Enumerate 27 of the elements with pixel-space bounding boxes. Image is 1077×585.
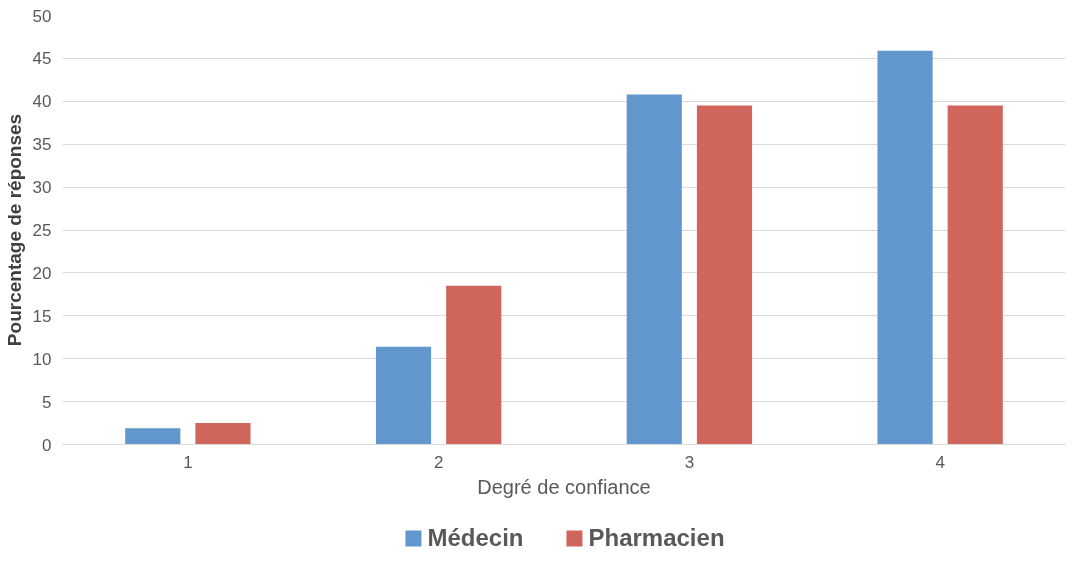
y-tick-label: 40 bbox=[32, 92, 52, 112]
y-tick-label: 15 bbox=[32, 306, 52, 326]
x-tick-label: 1 bbox=[183, 452, 193, 472]
legend-label: Médecin bbox=[427, 523, 524, 552]
y-tick-label: 30 bbox=[32, 178, 52, 198]
x-axis-title: Degré de confiance bbox=[477, 475, 651, 498]
y-tick-label: 50 bbox=[32, 6, 52, 26]
y-tick-label: 45 bbox=[32, 49, 52, 69]
bar bbox=[446, 285, 502, 445]
bar bbox=[877, 50, 933, 445]
y-axis-title: Pourcentage de réponses bbox=[3, 113, 25, 347]
y-tick-label: 20 bbox=[32, 263, 52, 283]
bar bbox=[195, 423, 251, 445]
bar bbox=[125, 428, 181, 445]
bar bbox=[947, 105, 1003, 445]
x-tick-label: 4 bbox=[935, 452, 945, 472]
y-tick-label: 5 bbox=[42, 392, 52, 412]
x-tick-label: 3 bbox=[684, 452, 695, 472]
bar bbox=[696, 105, 753, 445]
bar bbox=[375, 346, 432, 445]
legend-label: Pharmacien bbox=[588, 523, 725, 552]
y-tick-label: 0 bbox=[42, 435, 52, 455]
y-tick-label: 10 bbox=[32, 349, 52, 369]
y-tick-label: 35 bbox=[32, 135, 52, 155]
y-tick-label: 25 bbox=[32, 221, 52, 240]
x-tick-label: 2 bbox=[433, 452, 444, 472]
bar bbox=[626, 94, 682, 445]
